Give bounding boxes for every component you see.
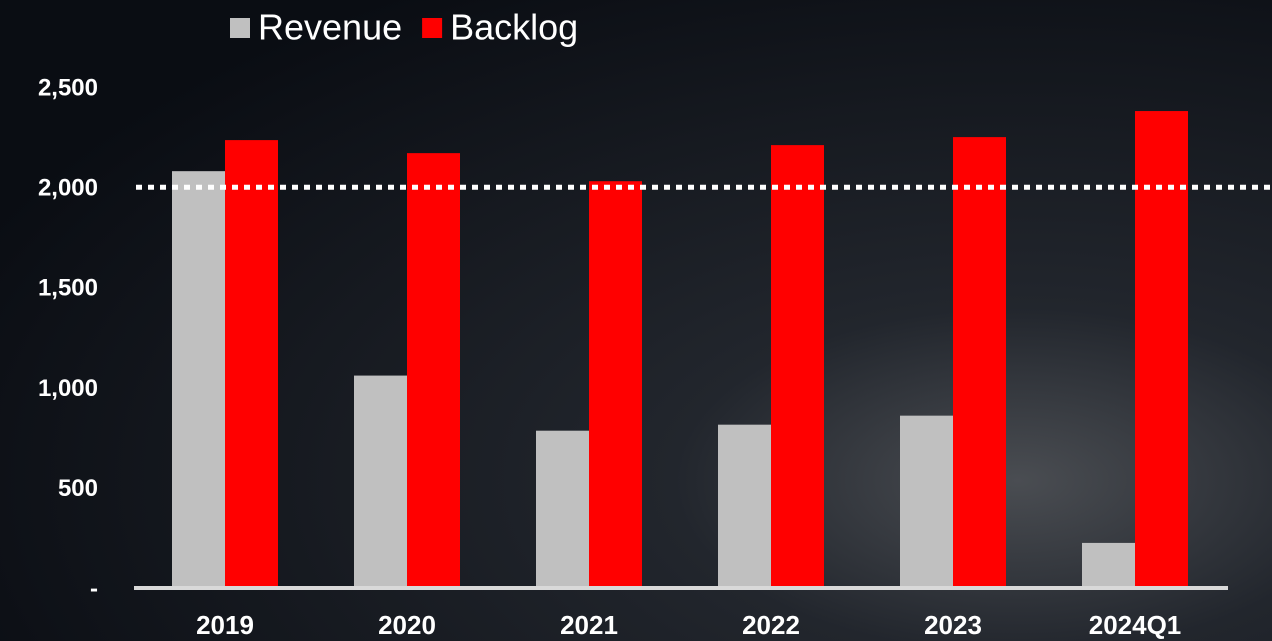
legend-swatch [422,18,443,38]
bar [172,171,225,588]
x-tick-label: 2023 [924,610,982,640]
bar [407,153,460,588]
bar [354,375,407,588]
bar [225,140,278,588]
x-tick-label: 2024Q1 [1089,610,1182,640]
legend-swatch [230,18,250,38]
bar [589,181,642,589]
y-tick-label: 1,000 [38,375,98,402]
bar [953,137,1006,588]
legend-label: Revenue [258,7,402,48]
x-tick-label: 2020 [378,610,436,640]
y-tick-label: - [90,575,98,602]
bar [771,145,824,588]
bar [1082,542,1135,588]
bar [900,415,953,588]
x-tick-label: 2022 [742,610,800,640]
y-tick-label: 2,000 [38,175,98,202]
bar [718,424,771,588]
y-tick-label: 500 [58,475,98,502]
bar [536,430,589,588]
y-tick-label: 2,500 [38,74,98,101]
bar [1135,111,1188,588]
y-tick-label: 1,500 [38,275,98,302]
x-tick-label: 2019 [196,610,254,640]
legend-label: Backlog [450,7,578,48]
x-tick-label: 2021 [560,610,618,640]
